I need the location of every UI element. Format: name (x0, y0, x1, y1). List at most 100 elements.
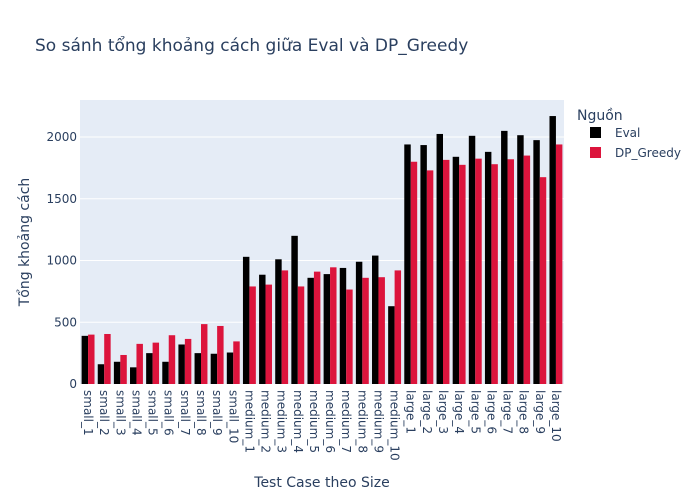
bar-eval-large-1 (404, 144, 411, 384)
bar-dp-greedy-large-1 (410, 161, 418, 384)
bar-eval-medium-6 (323, 274, 331, 384)
x-tick-label: small_4 (129, 390, 143, 436)
bar-eval-large-2 (420, 145, 427, 384)
y-tick-labels: 0 500 1000 1500 2000 (46, 130, 77, 391)
x-tick-label: small_10 (226, 390, 240, 443)
bar-eval-medium-8 (355, 261, 363, 384)
x-tick-label: medium_8 (355, 390, 369, 453)
bar-eval-medium-4 (291, 235, 298, 384)
bar-dp-greedy-small-8 (201, 324, 208, 384)
x-tick-label: medium_7 (339, 390, 353, 453)
x-tick-label: large_7 (501, 390, 515, 434)
bar-eval-small-7 (178, 344, 185, 384)
x-tick-label: large_4 (452, 390, 466, 434)
legend-swatch (590, 147, 601, 158)
x-tick-label: large_6 (484, 390, 498, 434)
x-tick-label: medium_6 (323, 390, 337, 453)
bar-dp-greedy-medium-8 (362, 277, 369, 384)
bar-dp-greedy-small-10 (233, 341, 240, 384)
x-tick-label: large_9 (533, 390, 547, 434)
legend-item-label: Eval (615, 126, 640, 140)
bar-dp-greedy-medium-1 (249, 286, 256, 384)
legend: Nguồn Eval DP_Greedy (577, 107, 681, 160)
bar-dp-greedy-large-10 (555, 144, 563, 384)
bar-eval-small-10 (226, 352, 234, 384)
x-tick-label: large_5 (468, 390, 482, 434)
x-tick-label: large_2 (420, 390, 434, 434)
bar-eval-small-4 (130, 367, 137, 384)
bar-eval-large-4 (452, 156, 460, 384)
bar-dp-greedy-small-2 (104, 333, 111, 384)
bar-dp-greedy-medium-9 (378, 277, 385, 384)
legend-item-label: DP_Greedy (615, 146, 681, 160)
y-tick-label: 0 (69, 377, 77, 391)
bar-eval-medium-2 (259, 274, 266, 384)
y-tick-label: 1500 (46, 192, 77, 206)
bars (81, 116, 563, 384)
y-axis-label: Tổng khoảng cách (16, 178, 33, 308)
bar-dp-greedy-large-2 (426, 170, 434, 384)
x-tick-label: medium_2 (259, 390, 273, 453)
bar-eval-medium-10 (388, 306, 395, 384)
x-tick-label: small_3 (113, 390, 127, 436)
bar-eval-large-5 (468, 135, 476, 384)
bar-eval-medium-5 (307, 277, 314, 384)
legend-title: Nguồn (577, 107, 623, 124)
bar-eval-large-9 (533, 140, 540, 384)
x-tick-label: small_7 (178, 390, 192, 436)
bar-eval-medium-7 (339, 267, 347, 384)
x-tick-labels: small_1 small_2 small_3 small_4 small_5 small… (81, 390, 563, 461)
bar-dp-greedy-large-3 (443, 159, 450, 384)
x-tick-label: medium_5 (307, 390, 321, 453)
x-tick-label: small_2 (97, 390, 111, 436)
x-axis-label: Test Case theo Size (253, 475, 389, 491)
y-tick-label: 1000 (46, 254, 77, 268)
bar-eval-small-6 (162, 361, 169, 384)
x-tick-label: small_8 (194, 390, 208, 436)
bar-eval-small-5 (146, 353, 153, 384)
bar-dp-greedy-large-6 (491, 164, 498, 384)
x-tick-label: large_10 (549, 390, 563, 442)
bar-eval-large-7 (501, 130, 508, 384)
bar-dp-greedy-small-4 (136, 343, 143, 384)
bar-dp-greedy-large-4 (459, 164, 466, 384)
plot-area (80, 100, 564, 384)
x-tick-label: medium_10 (388, 390, 402, 461)
bar-dp-greedy-small-1 (88, 334, 95, 384)
x-tick-label: large_1 (404, 390, 418, 434)
bar-dp-greedy-medium-3 (281, 270, 289, 384)
x-tick-label: small_5 (146, 390, 160, 436)
bar-eval-large-6 (484, 151, 492, 384)
bar-dp-greedy-small-6 (168, 335, 176, 384)
bar-dp-greedy-medium-5 (313, 271, 321, 384)
chart-title: So sánh tổng khoảng cách giữa Eval và DP… (35, 35, 468, 56)
bar-dp-greedy-large-8 (523, 155, 531, 384)
bar-dp-greedy-medium-6 (330, 267, 337, 384)
bar-eval-small-8 (194, 353, 201, 384)
bar-eval-large-8 (517, 135, 524, 384)
bar-dp-greedy-large-5 (475, 158, 482, 384)
bar-eval-medium-3 (275, 259, 282, 384)
bar-eval-large-10 (549, 116, 556, 384)
x-tick-label: small_1 (81, 390, 95, 436)
y-tick-label: 500 (54, 315, 77, 329)
bar-dp-greedy-small-7 (184, 338, 192, 384)
x-tick-label: medium_3 (275, 390, 289, 453)
bar-dp-greedy-medium-4 (297, 286, 305, 384)
bar-eval-small-1 (81, 335, 89, 384)
bar-dp-greedy-medium-2 (265, 284, 272, 384)
bar-eval-large-3 (436, 133, 443, 384)
x-tick-label: large_3 (436, 390, 450, 434)
bar-dp-greedy-medium-10 (394, 270, 402, 384)
bar-eval-small-2 (97, 364, 105, 384)
x-tick-label: medium_1 (242, 390, 256, 453)
x-tick-label: small_6 (162, 390, 176, 436)
bar-eval-medium-9 (372, 255, 379, 384)
bar-dp-greedy-medium-7 (346, 289, 353, 384)
bar-dp-greedy-small-5 (152, 342, 160, 384)
bar-eval-small-9 (210, 353, 218, 384)
x-tick-label: small_9 (210, 390, 224, 436)
bar-eval-small-3 (113, 361, 121, 384)
